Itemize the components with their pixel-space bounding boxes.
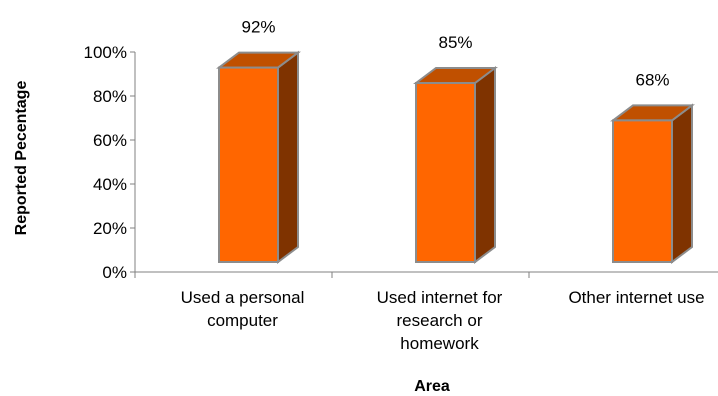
x-tick-label-line: computer xyxy=(207,311,278,330)
x-tick-label-line: homework xyxy=(400,334,479,353)
labels: 92% Used a personal computer 85% Used intern… xyxy=(181,18,705,353)
bar-side-face xyxy=(474,66,496,264)
x-tick-label: Used a personal computer xyxy=(181,288,305,330)
y-axis-title: Reported Pecentage xyxy=(13,81,30,236)
y-tick-label: 100% xyxy=(84,43,127,62)
bars xyxy=(216,50,695,264)
data-label: 92% xyxy=(241,18,275,37)
y-tick-label: 60% xyxy=(93,131,127,150)
x-axis-title: Area xyxy=(414,378,450,395)
axes: 0% 20% 40% 60% 80% 100% xyxy=(84,43,718,282)
data-label: 68% xyxy=(635,70,669,89)
bar-side-face xyxy=(277,50,299,264)
bar xyxy=(218,66,279,263)
y-tick-label: 80% xyxy=(93,87,127,106)
bar xyxy=(612,119,673,264)
x-tick-label-line: Used internet for xyxy=(377,288,503,307)
y-tick-label: 20% xyxy=(93,219,127,238)
x-tick-label: Other internet use xyxy=(568,288,704,307)
x-tick-label-line: Used a personal xyxy=(181,288,305,307)
x-tick-label-line: research or xyxy=(397,311,483,330)
x-tick-label-line: Other internet use xyxy=(568,288,704,307)
y-tick-label: 40% xyxy=(93,175,127,194)
data-label: 85% xyxy=(438,33,472,52)
bar-side-face xyxy=(671,103,693,264)
y-tick-label: 0% xyxy=(102,263,127,282)
bar xyxy=(415,82,476,263)
x-tick-label: Used internet for research or homework xyxy=(377,288,503,353)
